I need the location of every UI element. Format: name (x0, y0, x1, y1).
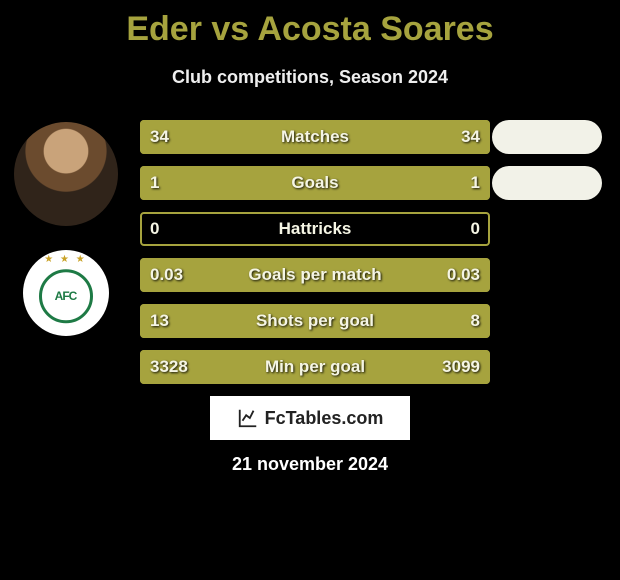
club-badge: AFC (23, 250, 109, 336)
stat-row: 00Hattricks (140, 212, 490, 246)
stat-label: Goals per match (140, 258, 490, 292)
watermark-text: FcTables.com (265, 408, 384, 429)
pie-stack (492, 120, 602, 396)
stat-row: 11Goals (140, 166, 490, 200)
pie-ellipse (492, 258, 602, 292)
stat-row: 33283099Min per goal (140, 350, 490, 384)
stat-label: Hattricks (140, 212, 490, 246)
player-avatar (14, 122, 118, 226)
footer-date: 21 november 2024 (0, 454, 620, 475)
stats-rows: 3434Matches 11Goals 00Hattricks 0.030.03Goa… (140, 120, 490, 396)
pie-ellipse (492, 166, 602, 200)
stat-row: 138Shots per goal (140, 304, 490, 338)
stat-label: Goals (140, 166, 490, 200)
pie-ellipse (492, 350, 602, 384)
chart-icon (237, 407, 259, 429)
pie-ellipse (492, 212, 602, 246)
page-title: Eder vs Acosta Soares (0, 0, 620, 49)
club-badge-text: AFC (39, 269, 93, 323)
player-left-column: AFC (8, 122, 123, 336)
stat-label: Matches (140, 120, 490, 154)
watermark: FcTables.com (210, 396, 410, 440)
stat-row: 3434Matches (140, 120, 490, 154)
pie-ellipse (492, 304, 602, 338)
stat-label: Min per goal (140, 350, 490, 384)
stat-row: 0.030.03Goals per match (140, 258, 490, 292)
page-subtitle: Club competitions, Season 2024 (0, 67, 620, 88)
pie-ellipse (492, 120, 602, 154)
stat-label: Shots per goal (140, 304, 490, 338)
